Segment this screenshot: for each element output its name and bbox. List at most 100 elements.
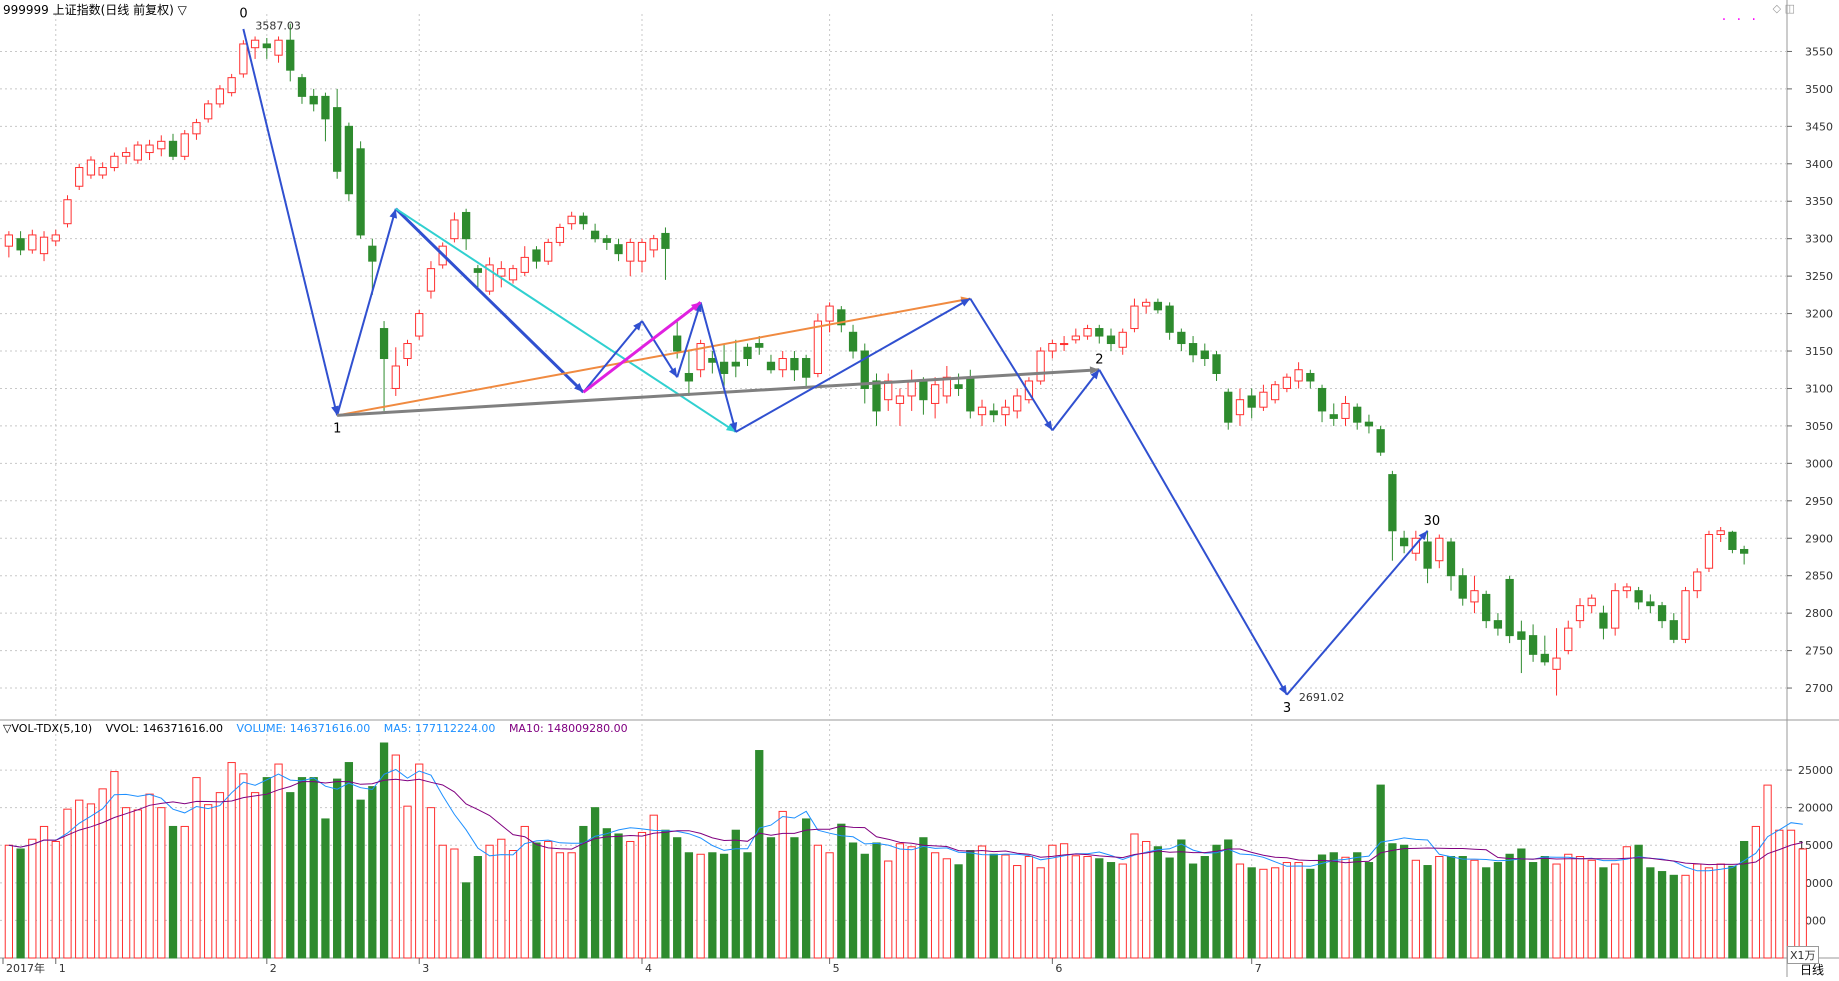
volume-bar-down xyxy=(790,837,799,959)
candle-up xyxy=(1575,605,1585,622)
candle-up xyxy=(942,376,951,397)
candle-down xyxy=(1165,305,1174,333)
price-tick-label: 2800 xyxy=(1805,607,1833,620)
candle-down xyxy=(1446,541,1456,577)
candle-up xyxy=(1059,343,1069,346)
volume-bar-up xyxy=(1611,863,1620,959)
candle-up xyxy=(930,384,940,404)
candle-up xyxy=(497,268,506,277)
candle-up xyxy=(426,268,436,292)
volume-bar-down xyxy=(1669,874,1678,959)
x-tick-label: 3 xyxy=(422,962,429,975)
more-icon[interactable]: · · · xyxy=(1721,12,1759,28)
volume-bar-up xyxy=(1235,863,1245,959)
candle-down xyxy=(321,95,330,120)
volume-bar-up xyxy=(485,844,494,959)
volume-bar-down xyxy=(344,762,354,959)
volume-bar-up xyxy=(1786,829,1796,959)
volume-bar-up xyxy=(215,792,225,959)
volume-bar-down xyxy=(1399,844,1409,959)
candle-down xyxy=(743,346,752,360)
candle-down xyxy=(532,249,541,262)
x-tick-label: 7 xyxy=(1255,962,1262,975)
wave-primary-segment xyxy=(242,28,339,416)
price-tick-label: 3400 xyxy=(1805,158,1833,171)
candle-up xyxy=(403,343,412,360)
price-tick-label: 3000 xyxy=(1805,457,1833,470)
volume-bar-up xyxy=(520,825,529,959)
zigzag-arrowhead xyxy=(1090,369,1100,380)
candle-down xyxy=(1540,653,1549,663)
volume-bar-down xyxy=(1095,858,1104,959)
period-label[interactable]: 日线 xyxy=(1800,963,1825,977)
candle-down xyxy=(684,372,694,382)
volume-bar-up xyxy=(1716,863,1725,959)
volume-bar-down xyxy=(262,777,271,959)
volume-bar-down xyxy=(168,825,178,959)
chart-title[interactable]: 999999 上证指数(日线 前复权) ▽ xyxy=(3,3,187,17)
wave-primary-arrowhead xyxy=(389,208,398,219)
annotation-layer: 0 3587.03 1 2 3 2691.02 30 xyxy=(239,7,1440,716)
volume-layer xyxy=(4,742,1807,959)
volume-bar-up xyxy=(1763,784,1772,959)
price-tick-label: 3450 xyxy=(1805,120,1833,133)
candle-down xyxy=(333,107,342,172)
candle-down xyxy=(1482,593,1491,622)
candle-up xyxy=(508,268,518,281)
candle-down xyxy=(1364,421,1374,427)
volume-bar-up xyxy=(28,838,37,959)
volume-bar-down xyxy=(837,823,846,959)
zigzag-arrowhead xyxy=(668,367,678,378)
candle-up xyxy=(133,144,142,161)
volume-bar-up xyxy=(1411,859,1420,959)
volume-tick-label: 20000 xyxy=(1798,802,1833,815)
ma10-line xyxy=(8,778,1803,866)
candle-down xyxy=(1188,343,1198,356)
candle-up xyxy=(1693,571,1702,592)
candle-up xyxy=(450,219,459,240)
volume-bar-up xyxy=(98,788,107,959)
candle-down xyxy=(1376,429,1385,453)
zigzag-arrowhead xyxy=(729,421,738,432)
candle-down xyxy=(966,376,975,412)
zigzag-arrowhead xyxy=(1044,420,1053,431)
candle-down xyxy=(673,335,682,352)
price-tick-label: 3500 xyxy=(1805,83,1833,96)
candle-up xyxy=(895,395,905,404)
zigzag-segment xyxy=(969,298,1054,431)
volume-bar-up xyxy=(274,763,283,959)
zigzag-arrowhead xyxy=(633,321,643,331)
volume-bar-up xyxy=(907,846,916,959)
volume-bar-down xyxy=(1388,843,1397,959)
volume-bar-up xyxy=(696,853,705,959)
candle-down xyxy=(1106,335,1116,345)
volume-bar-up xyxy=(227,762,236,959)
volume-bar-down xyxy=(614,833,623,959)
candle-down xyxy=(848,331,858,352)
volume-bar-up xyxy=(450,848,459,959)
candle-up xyxy=(274,39,283,56)
volume-bar-down xyxy=(356,799,365,959)
volume-bar-up xyxy=(1435,856,1444,959)
window-control-icon[interactable]: ◇ ◫ xyxy=(1772,2,1795,15)
candle-down xyxy=(755,343,764,348)
volume-bar-up xyxy=(63,808,72,959)
candle-up xyxy=(907,380,916,397)
candle-down xyxy=(262,43,271,49)
volume-indicator-name[interactable]: ▽VOL-TDX(5,10) xyxy=(3,722,93,735)
price-tick-label: 3150 xyxy=(1805,345,1833,358)
volume-bar-down xyxy=(1353,852,1362,959)
candle-down xyxy=(1306,372,1315,382)
candle-down xyxy=(1599,612,1608,629)
candle-down xyxy=(1423,541,1432,569)
price-extreme-label: 2691.02 xyxy=(1299,691,1345,704)
candle-down xyxy=(368,245,377,262)
candle-down xyxy=(860,350,869,389)
candle-down xyxy=(731,361,740,367)
candle-up xyxy=(1564,627,1573,652)
volume-bar-up xyxy=(391,754,400,959)
volume-bar-down xyxy=(708,852,717,959)
zigzag-arrowhead xyxy=(960,298,971,307)
